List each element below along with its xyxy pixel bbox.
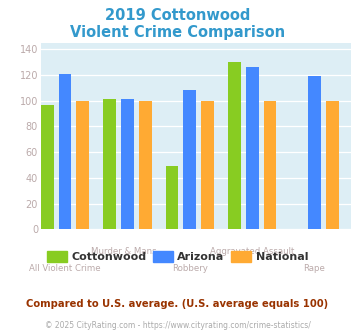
Bar — [41, 105, 54, 229]
Text: Compared to U.S. average. (U.S. average equals 100): Compared to U.S. average. (U.S. average … — [26, 299, 329, 309]
Bar — [308, 76, 321, 229]
Bar — [59, 74, 71, 229]
Text: Murder & Mans...: Murder & Mans... — [91, 248, 164, 256]
Bar — [121, 99, 134, 229]
Bar — [326, 101, 339, 229]
Bar — [76, 101, 89, 229]
Bar — [246, 67, 258, 229]
Bar — [139, 101, 152, 229]
Bar — [103, 99, 116, 229]
Text: Violent Crime Comparison: Violent Crime Comparison — [70, 25, 285, 40]
Legend: Cottonwood, Arizona, National: Cottonwood, Arizona, National — [42, 247, 313, 267]
Bar — [165, 166, 178, 229]
Text: 2019 Cottonwood: 2019 Cottonwood — [105, 8, 250, 23]
Text: Aggravated Assault: Aggravated Assault — [210, 248, 294, 256]
Bar — [228, 62, 241, 229]
Bar — [264, 101, 276, 229]
Text: © 2025 CityRating.com - https://www.cityrating.com/crime-statistics/: © 2025 CityRating.com - https://www.city… — [45, 321, 310, 330]
Text: Rape: Rape — [304, 264, 326, 273]
Bar — [184, 90, 196, 229]
Text: All Violent Crime: All Violent Crime — [29, 264, 101, 273]
Bar — [201, 101, 214, 229]
Text: Robbery: Robbery — [172, 264, 208, 273]
